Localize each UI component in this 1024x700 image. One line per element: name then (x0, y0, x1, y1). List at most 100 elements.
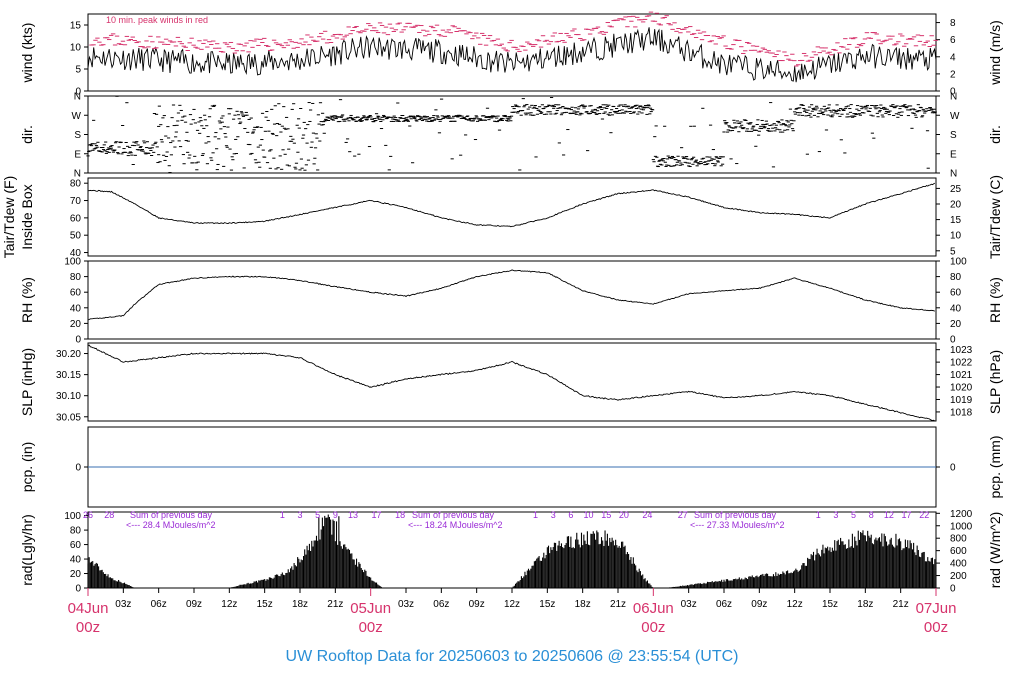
ytick-label-right: 5 (950, 246, 956, 257)
ytick-label: W (72, 111, 82, 122)
daily-sum-label: Sum of previous day (412, 510, 495, 520)
ytick-label-right: 0 (950, 584, 956, 595)
day-label: 06Jun (633, 600, 674, 617)
humidity-line (87, 269, 935, 321)
ytick-label: 100 (64, 257, 81, 268)
ytick-label-right: 1019 (950, 395, 973, 406)
radiation-hour-marker: 8 (869, 510, 874, 520)
ytick-label-right: 100 (950, 257, 967, 268)
radiation-hour-marker: 18 (395, 510, 405, 520)
radiation-hour-marker: 24 (642, 510, 652, 520)
ylabel-direction: dir. (19, 125, 35, 144)
xtick-label: 18z (292, 599, 308, 610)
xtick-label: 15z (257, 599, 273, 610)
ytick-label: 30.05 (56, 412, 81, 423)
ytick-label: 20 (70, 319, 82, 330)
daily-sum-value: <--- 18.24 MJoules/m^2 (408, 520, 503, 530)
radiation-hour-marker: 5 (851, 510, 856, 520)
panel-frame-direction (87, 95, 937, 174)
ytick-label-right: N (950, 92, 957, 103)
ytick-label-right: N (950, 169, 957, 180)
panel-frame-temperature (87, 177, 937, 257)
xtick-label: 21z (610, 599, 626, 610)
radiation-hour-marker: 17 (902, 510, 912, 520)
day-sub-label: 00z (641, 619, 665, 636)
xtick-label: 21z (893, 599, 909, 610)
daily-sum-value: <--- 27.33 MJoules/m^2 (690, 520, 785, 530)
ytick-label-right: 1200 (950, 509, 973, 520)
wind-speed-line (87, 27, 937, 83)
ytick-label-right: 600 (950, 546, 967, 557)
xtick-label: 06z (151, 599, 167, 610)
day-label: 05Jun (350, 600, 391, 617)
xtick-label: 03z (398, 599, 414, 610)
ytick-label-right: 0 (950, 87, 956, 98)
ytick-label: 80 (70, 179, 82, 190)
ytick-label: 0 (75, 584, 81, 595)
panel-frame-pressure (87, 342, 937, 422)
ylabel-right-radiation: rad (W/m^2) (987, 512, 1003, 589)
day-sub-label: 00z (924, 619, 948, 636)
xtick-label: 12z (787, 599, 803, 610)
radiation-hour-marker: 28 (104, 510, 114, 520)
xtick-label: 09z (751, 599, 767, 610)
ytick-label-right: 0 (950, 335, 956, 346)
radiation-hour-marker: 27 (678, 510, 688, 520)
ylabel-right-precipitation: pcp. (mm) (987, 436, 1003, 499)
ytick-label: 10 (70, 43, 82, 54)
ytick-label-right: 1000 (950, 521, 973, 532)
chart-footer: UW Rooftop Data for 20250603 to 20250606… (0, 648, 1024, 666)
ytick-label-right: 1021 (950, 370, 973, 381)
ytick-label: 40 (70, 303, 82, 314)
panel-frame-humidity (87, 260, 937, 340)
ytick-label-right: 20 (950, 200, 962, 211)
xtick-label: 12z (221, 599, 237, 610)
ytick-label-right: 2 (950, 69, 956, 80)
radiation-hour-marker: 12 (884, 510, 894, 520)
pressure-line (87, 344, 936, 422)
ytick-label: 60 (70, 213, 82, 224)
xtick-label: 18z (575, 599, 591, 610)
xtick-label: 12z (504, 599, 520, 610)
ytick-label: N (74, 169, 81, 180)
xtick-label: 18z (857, 599, 873, 610)
radiation-hour-marker: 26 (83, 510, 93, 520)
ytick-label: 5 (75, 65, 81, 76)
ytick-label-right: 1020 (950, 383, 973, 394)
xtick-label: 06z (716, 599, 732, 610)
ytick-label: 0 (75, 463, 81, 474)
ytick-label: 80 (70, 272, 82, 283)
ytick-label-right: 20 (950, 319, 962, 330)
ytick-label: 15 (70, 21, 82, 32)
ylabel-pressure: SLP (inHg) (19, 348, 35, 416)
radiation-hour-marker: 9 (333, 510, 338, 520)
ytick-label: 30.15 (56, 370, 81, 381)
xtick-label: 15z (822, 599, 838, 610)
radiation-hour-marker: 1 (280, 510, 285, 520)
day-sub-label: 00z (359, 619, 383, 636)
ytick-label: 40 (70, 555, 82, 566)
xtick-label: 21z (327, 599, 343, 610)
daily-sum-label: Sum of previous day (130, 510, 213, 520)
daily-sum-value: <--- 28.4 MJoules/m^2 (126, 520, 216, 530)
ytick-label-right: 0 (950, 463, 956, 474)
ytick-label: 0 (75, 87, 81, 98)
xtick-label: 09z (469, 599, 485, 610)
ytick-label-right: 40 (950, 303, 962, 314)
ytick-label-right: 25 (950, 184, 962, 195)
ytick-label-right: 800 (950, 534, 967, 545)
day-sub-label: 00z (76, 619, 100, 636)
ytick-label-right: 400 (950, 559, 967, 570)
ylabel-right-pressure: SLP (hPa) (987, 350, 1003, 414)
ytick-label: S (74, 130, 81, 141)
ytick-label-right: 4 (950, 52, 956, 63)
ytick-label: E (74, 149, 81, 160)
ytick-label: 30.10 (56, 391, 81, 402)
ylabel-right-wind: wind (m/s) (987, 20, 1003, 86)
radiation-hour-marker: 5 (315, 510, 320, 520)
ytick-label: 60 (70, 540, 82, 551)
radiation-hour-marker: 20 (619, 510, 629, 520)
ylabel2-temperature: Inside Box (19, 184, 35, 249)
daily-sum-label: Sum of previous day (694, 510, 777, 520)
